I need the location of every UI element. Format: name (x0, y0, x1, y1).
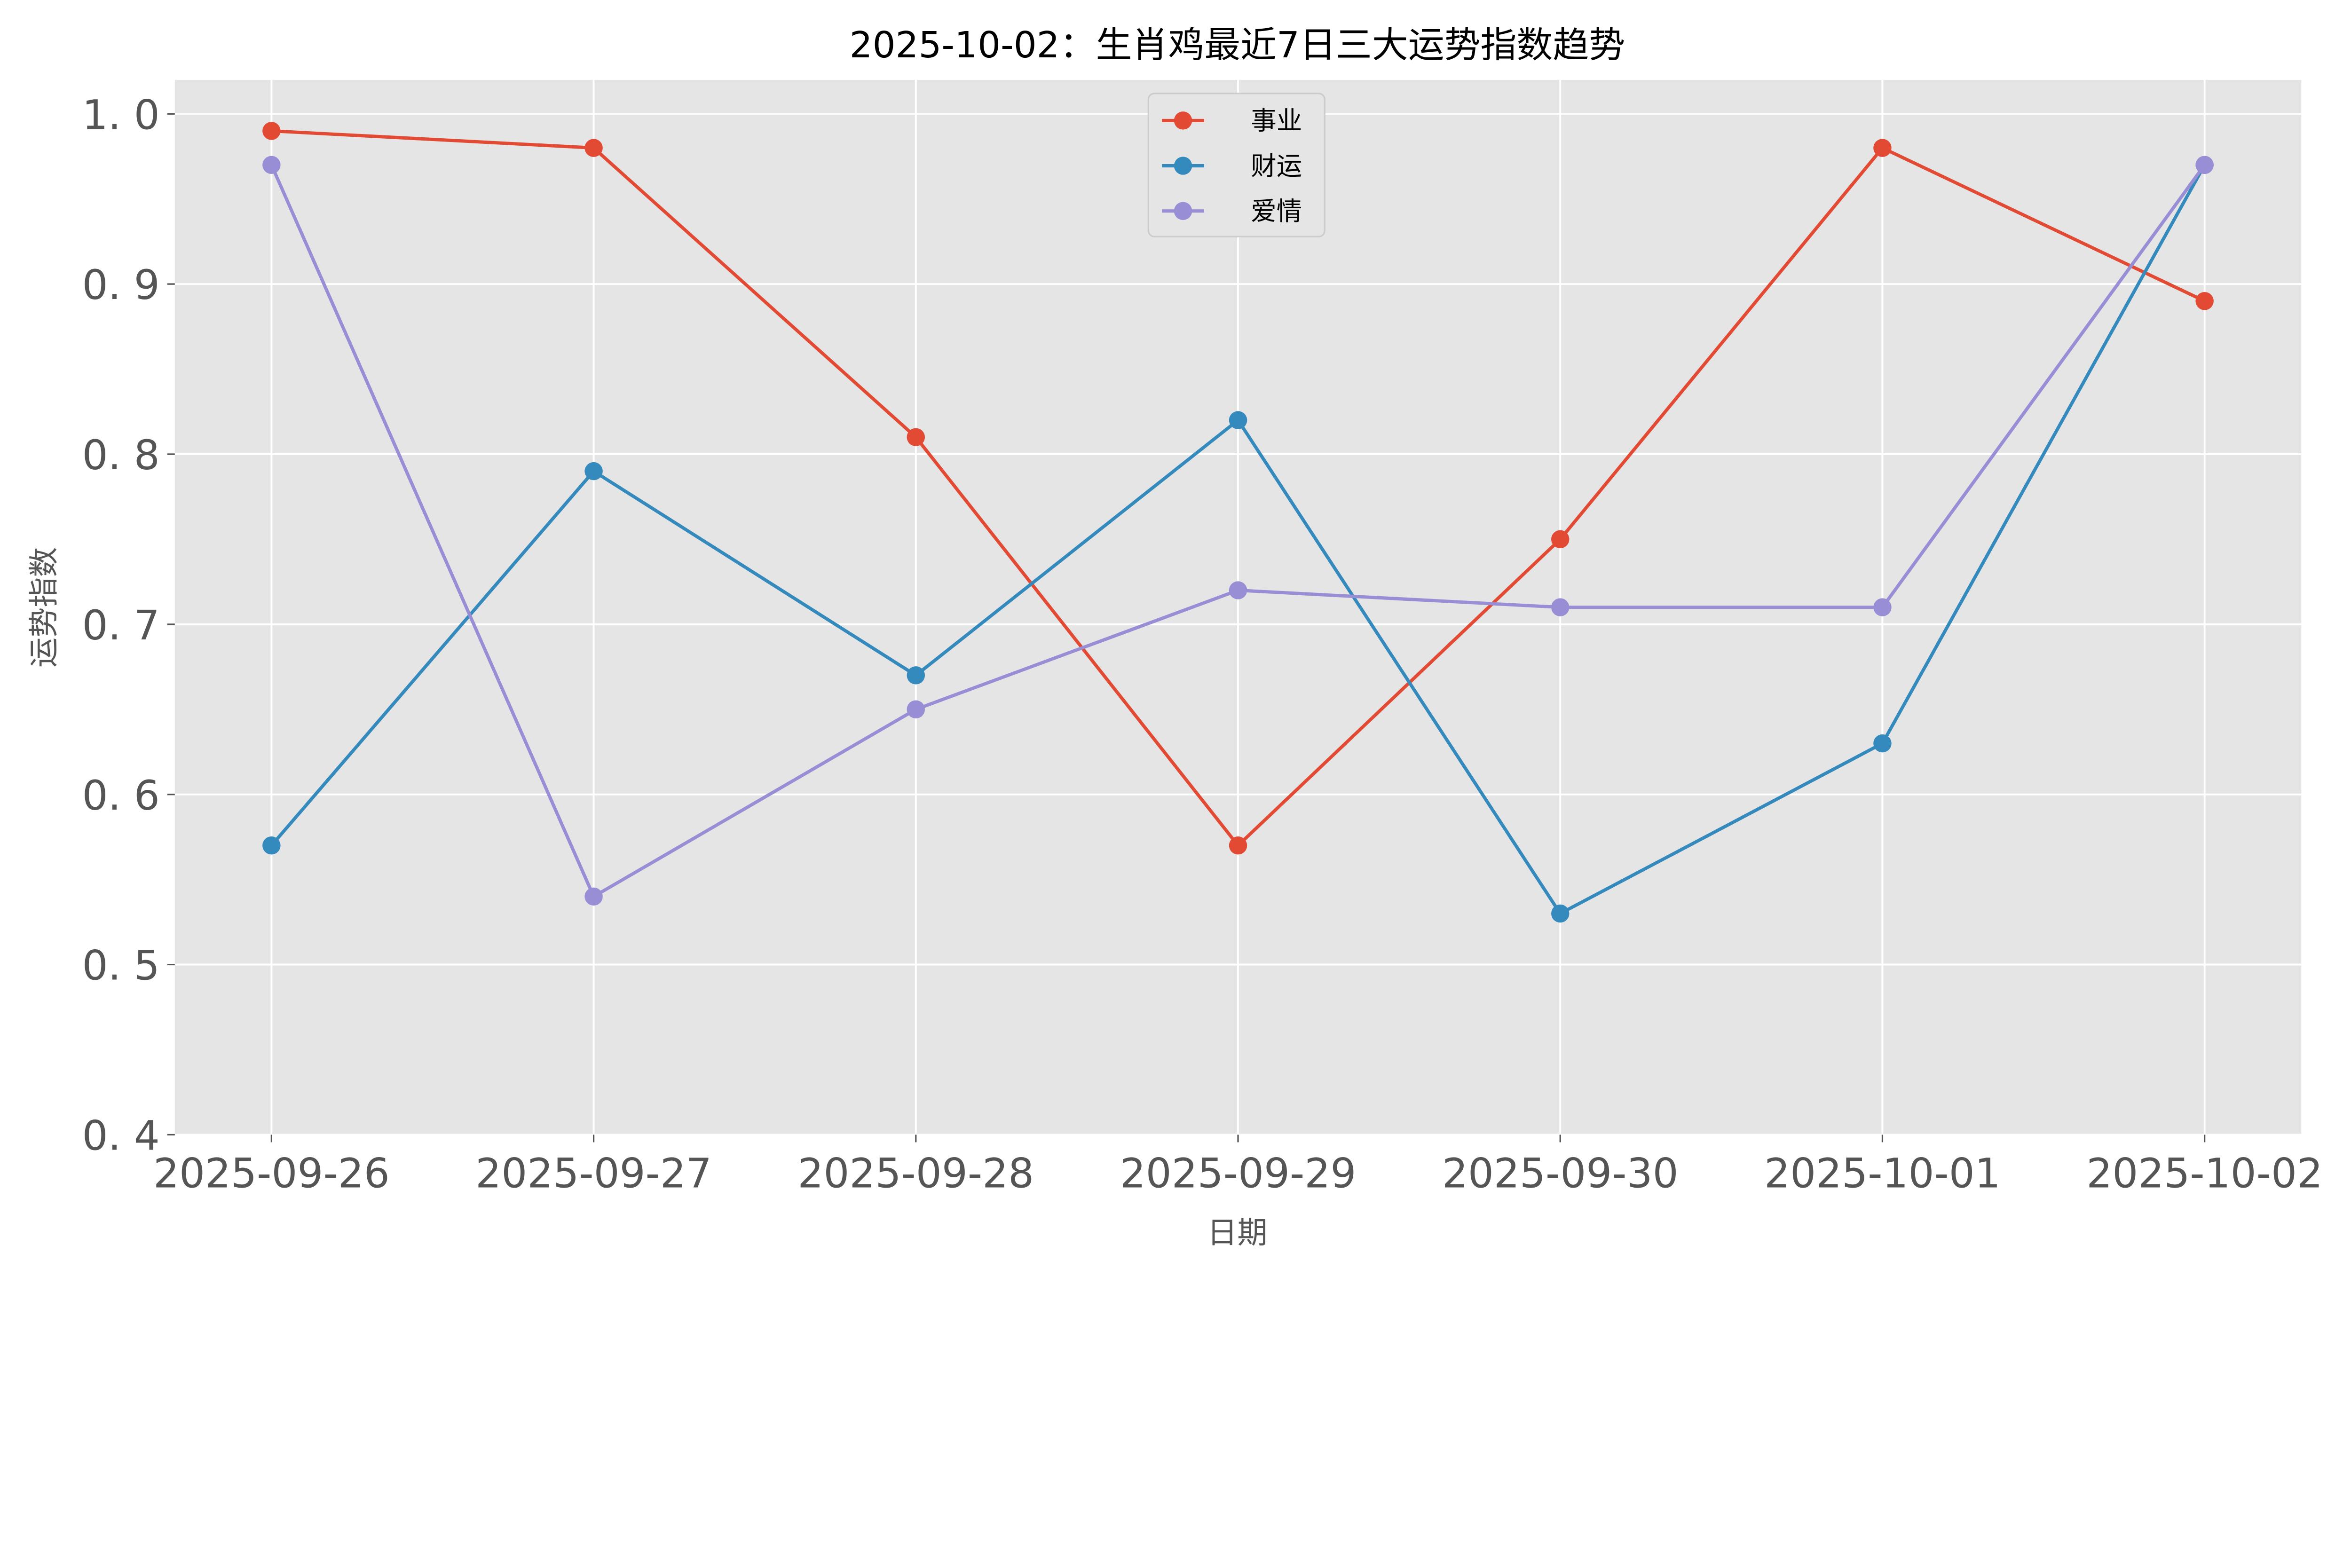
y-tick-label: 0. 5 (82, 943, 160, 990)
legend-marker (1174, 157, 1192, 175)
x-tick-label: 2025-10-02 (2086, 1150, 2323, 1198)
line-chart: 2025-09-26 2025-09-27 2025-09-28 2025-09-29… (27, 24, 2323, 1251)
y-tick-label: 0. 8 (82, 432, 160, 479)
x-axis-label: 日期 (1207, 1216, 1267, 1251)
chart-title: 2025-10-02：生肖鸡最近7日三大运势指数趋势 (850, 24, 1625, 66)
data-point (1551, 598, 1570, 616)
series-事业 (262, 122, 2214, 855)
data-point (1873, 598, 1892, 616)
data-point (262, 122, 281, 140)
data-point (907, 700, 925, 719)
legend-label: 财运 (1251, 151, 1302, 181)
legend-marker (1174, 111, 1192, 130)
legend-box (1147, 93, 1325, 237)
x-tick-label: 2025-09-27 (475, 1150, 712, 1198)
data-point (584, 139, 603, 157)
x-tick-label: 2025-09-29 (1120, 1150, 1357, 1198)
x-tick-label: 2025-09-28 (797, 1150, 1034, 1198)
x-tick-label: 2025-09-30 (1442, 1150, 1679, 1198)
data-point (907, 428, 925, 447)
data-point (1229, 836, 1247, 855)
data-point (1873, 139, 1892, 157)
data-point (1229, 411, 1247, 429)
y-tick-label: 0. 4 (82, 1113, 160, 1160)
data-point (2195, 156, 2214, 174)
data-point (1551, 530, 1570, 549)
series-爱情 (262, 156, 2214, 906)
y-tick-label: 0. 7 (82, 602, 160, 649)
y-tick-label: 0. 6 (82, 772, 160, 819)
data-point (1229, 581, 1247, 599)
legend-label: 事业 (1251, 106, 1302, 136)
x-tick-label: 2025-09-26 (153, 1150, 390, 1198)
legend-marker (1174, 202, 1192, 220)
axis-ticks: 2025-09-26 2025-09-27 2025-09-28 2025-09-29… (82, 92, 2323, 1197)
y-tick-label: 0. 9 (82, 262, 160, 309)
data-point (1551, 904, 1570, 923)
legend-label: 爱情 (1251, 196, 1302, 226)
y-tick-label: 1. 0 (82, 92, 160, 139)
data-point (2195, 292, 2214, 310)
x-tick-label: 2025-10-01 (1764, 1150, 2001, 1198)
data-point (262, 156, 281, 174)
data-point (584, 462, 603, 481)
data-point (1873, 734, 1892, 753)
data-point (262, 836, 281, 855)
series-group (262, 122, 2214, 923)
data-point (907, 666, 925, 685)
data-point (584, 887, 603, 906)
y-axis-label: 运势指数 (27, 547, 62, 667)
